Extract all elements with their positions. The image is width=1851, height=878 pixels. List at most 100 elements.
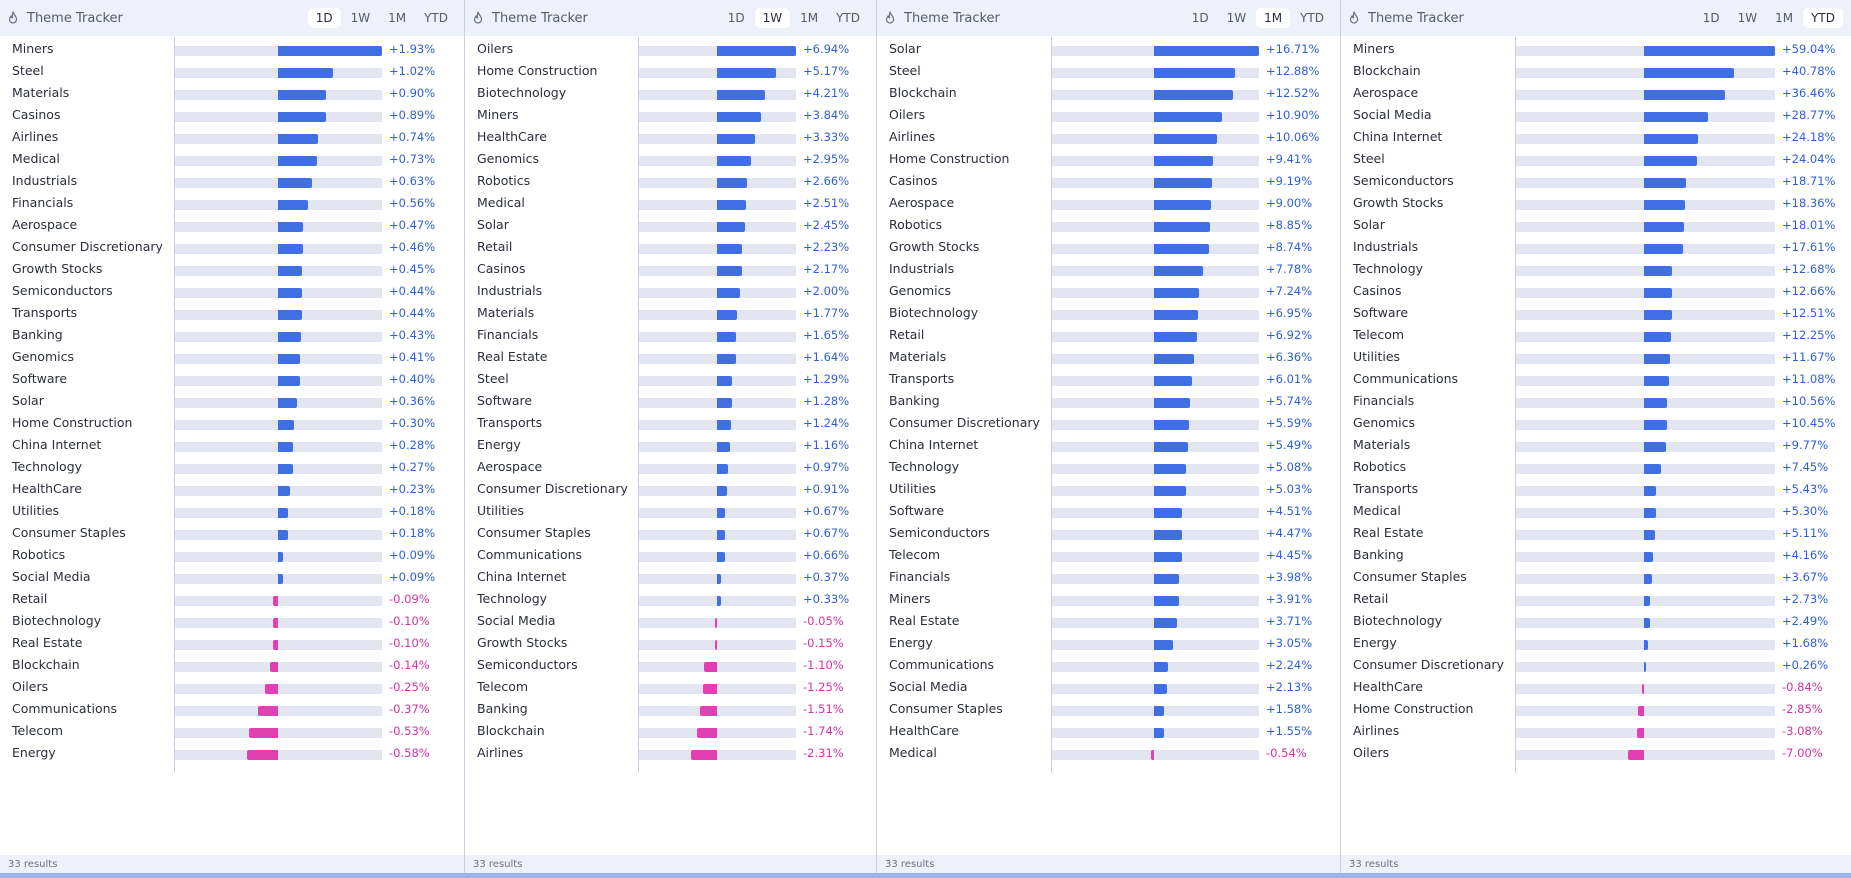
theme-row[interactable]: Semiconductors -1.10% bbox=[465, 653, 876, 675]
theme-row[interactable]: Telecom -1.25% bbox=[465, 675, 876, 697]
theme-row[interactable]: Consumer Discretionary +5.59% bbox=[877, 411, 1340, 433]
theme-row[interactable]: Software +12.51% bbox=[1341, 301, 1851, 323]
theme-row[interactable]: Banking +0.43% bbox=[0, 323, 464, 345]
theme-row[interactable]: Genomics +2.95% bbox=[465, 147, 876, 169]
tab-1m[interactable]: 1M bbox=[1775, 11, 1794, 25]
theme-row[interactable]: Social Media +2.13% bbox=[877, 675, 1340, 697]
theme-row[interactable]: Financials +0.56% bbox=[0, 191, 464, 213]
theme-row[interactable]: Miners +3.91% bbox=[877, 587, 1340, 609]
theme-row[interactable]: Real Estate +1.64% bbox=[465, 345, 876, 367]
theme-row[interactable]: Utilities +0.67% bbox=[465, 499, 876, 521]
theme-row[interactable]: Consumer Discretionary +0.46% bbox=[0, 235, 464, 257]
theme-row[interactable]: Financials +1.65% bbox=[465, 323, 876, 345]
theme-row[interactable]: Airlines -2.31% bbox=[465, 741, 876, 763]
theme-row[interactable]: Retail +6.92% bbox=[877, 323, 1340, 345]
theme-row[interactable]: Semiconductors +0.44% bbox=[0, 279, 464, 301]
theme-row[interactable]: Solar +2.45% bbox=[465, 213, 876, 235]
theme-row[interactable]: Telecom -0.53% bbox=[0, 719, 464, 741]
theme-row[interactable]: Transports +5.43% bbox=[1341, 477, 1851, 499]
theme-row[interactable]: Energy -0.58% bbox=[0, 741, 464, 763]
theme-row[interactable]: Steel +1.29% bbox=[465, 367, 876, 389]
theme-row[interactable]: Casinos +9.19% bbox=[877, 169, 1340, 191]
theme-row[interactable]: Robotics +2.66% bbox=[465, 169, 876, 191]
theme-row[interactable]: Airlines +10.06% bbox=[877, 125, 1340, 147]
theme-row[interactable]: Aerospace +0.97% bbox=[465, 455, 876, 477]
theme-row[interactable]: Robotics +0.09% bbox=[0, 543, 464, 565]
theme-row[interactable]: Banking -1.51% bbox=[465, 697, 876, 719]
tab-1w[interactable]: 1W bbox=[1737, 11, 1758, 25]
theme-row[interactable]: Communications +11.08% bbox=[1341, 367, 1851, 389]
theme-row[interactable]: Transports +0.44% bbox=[0, 301, 464, 323]
theme-row[interactable]: Genomics +0.41% bbox=[0, 345, 464, 367]
theme-row[interactable]: Home Construction +5.17% bbox=[465, 59, 876, 81]
theme-row[interactable]: Telecom +12.25% bbox=[1341, 323, 1851, 345]
theme-row[interactable]: Casinos +12.66% bbox=[1341, 279, 1851, 301]
tab-1d[interactable]: 1D bbox=[727, 11, 745, 25]
theme-row[interactable]: Oilers -7.00% bbox=[1341, 741, 1851, 763]
theme-row[interactable]: Medical +0.73% bbox=[0, 147, 464, 169]
tab-1m[interactable]: 1M bbox=[1256, 8, 1291, 28]
theme-row[interactable]: Consumer Staples +1.58% bbox=[877, 697, 1340, 719]
theme-row[interactable]: Blockchain +12.52% bbox=[877, 81, 1340, 103]
theme-row[interactable]: Communications +2.24% bbox=[877, 653, 1340, 675]
theme-row[interactable]: Growth Stocks +0.45% bbox=[0, 257, 464, 279]
theme-row[interactable]: Consumer Discretionary +0.26% bbox=[1341, 653, 1851, 675]
tab-1d[interactable]: 1D bbox=[1702, 11, 1720, 25]
theme-row[interactable]: Real Estate +3.71% bbox=[877, 609, 1340, 631]
theme-row[interactable]: Banking +5.74% bbox=[877, 389, 1340, 411]
theme-row[interactable]: Steel +24.04% bbox=[1341, 147, 1851, 169]
theme-row[interactable]: Steel +1.02% bbox=[0, 59, 464, 81]
theme-row[interactable]: China Internet +5.49% bbox=[877, 433, 1340, 455]
tab-1m[interactable]: 1M bbox=[388, 11, 407, 25]
theme-row[interactable]: Semiconductors +4.47% bbox=[877, 521, 1340, 543]
theme-row[interactable]: HealthCare +3.33% bbox=[465, 125, 876, 147]
theme-row[interactable]: Social Media -0.05% bbox=[465, 609, 876, 631]
theme-row[interactable]: Technology +5.08% bbox=[877, 455, 1340, 477]
theme-row[interactable]: Robotics +7.45% bbox=[1341, 455, 1851, 477]
theme-row[interactable]: Telecom +4.45% bbox=[877, 543, 1340, 565]
theme-row[interactable]: Growth Stocks -0.15% bbox=[465, 631, 876, 653]
theme-row[interactable]: Energy +1.16% bbox=[465, 433, 876, 455]
theme-row[interactable]: Consumer Discretionary +0.91% bbox=[465, 477, 876, 499]
tab-1w[interactable]: 1W bbox=[350, 11, 371, 25]
tab-ytd[interactable]: YTD bbox=[1803, 8, 1843, 28]
theme-row[interactable]: Communications -0.37% bbox=[0, 697, 464, 719]
theme-row[interactable]: Real Estate -0.10% bbox=[0, 631, 464, 653]
theme-row[interactable]: Retail +2.73% bbox=[1341, 587, 1851, 609]
theme-row[interactable]: Solar +16.71% bbox=[877, 37, 1340, 59]
theme-row[interactable]: Solar +18.01% bbox=[1341, 213, 1851, 235]
theme-row[interactable]: Miners +3.84% bbox=[465, 103, 876, 125]
theme-row[interactable]: Utilities +11.67% bbox=[1341, 345, 1851, 367]
theme-row[interactable]: Utilities +5.03% bbox=[877, 477, 1340, 499]
tab-1d[interactable]: 1D bbox=[307, 8, 341, 28]
theme-row[interactable]: Miners +1.93% bbox=[0, 37, 464, 59]
theme-row[interactable]: Home Construction +9.41% bbox=[877, 147, 1340, 169]
theme-row[interactable]: Airlines +0.74% bbox=[0, 125, 464, 147]
theme-row[interactable]: Medical +5.30% bbox=[1341, 499, 1851, 521]
theme-row[interactable]: China Internet +0.28% bbox=[0, 433, 464, 455]
theme-row[interactable]: Social Media +28.77% bbox=[1341, 103, 1851, 125]
theme-row[interactable]: Consumer Staples +0.67% bbox=[465, 521, 876, 543]
theme-row[interactable]: Technology +0.33% bbox=[465, 587, 876, 609]
theme-row[interactable]: Genomics +10.45% bbox=[1341, 411, 1851, 433]
theme-row[interactable]: Blockchain -1.74% bbox=[465, 719, 876, 741]
theme-row[interactable]: China Internet +24.18% bbox=[1341, 125, 1851, 147]
tab-1d[interactable]: 1D bbox=[1191, 11, 1209, 25]
theme-row[interactable]: Oilers -0.25% bbox=[0, 675, 464, 697]
theme-row[interactable]: Oilers +6.94% bbox=[465, 37, 876, 59]
theme-row[interactable]: Miners +59.04% bbox=[1341, 37, 1851, 59]
theme-row[interactable]: Energy +3.05% bbox=[877, 631, 1340, 653]
theme-row[interactable]: Industrials +7.78% bbox=[877, 257, 1340, 279]
theme-row[interactable]: HealthCare +0.23% bbox=[0, 477, 464, 499]
theme-row[interactable]: Transports +6.01% bbox=[877, 367, 1340, 389]
theme-row[interactable]: Banking +4.16% bbox=[1341, 543, 1851, 565]
theme-row[interactable]: Aerospace +36.46% bbox=[1341, 81, 1851, 103]
theme-row[interactable]: Materials +9.77% bbox=[1341, 433, 1851, 455]
theme-row[interactable]: Biotechnology +4.21% bbox=[465, 81, 876, 103]
theme-row[interactable]: Materials +0.90% bbox=[0, 81, 464, 103]
tab-1w[interactable]: 1W bbox=[754, 8, 791, 28]
theme-row[interactable]: Communications +0.66% bbox=[465, 543, 876, 565]
theme-row[interactable]: Software +1.28% bbox=[465, 389, 876, 411]
theme-row[interactable]: Retail -0.09% bbox=[0, 587, 464, 609]
theme-row[interactable]: Steel +12.88% bbox=[877, 59, 1340, 81]
